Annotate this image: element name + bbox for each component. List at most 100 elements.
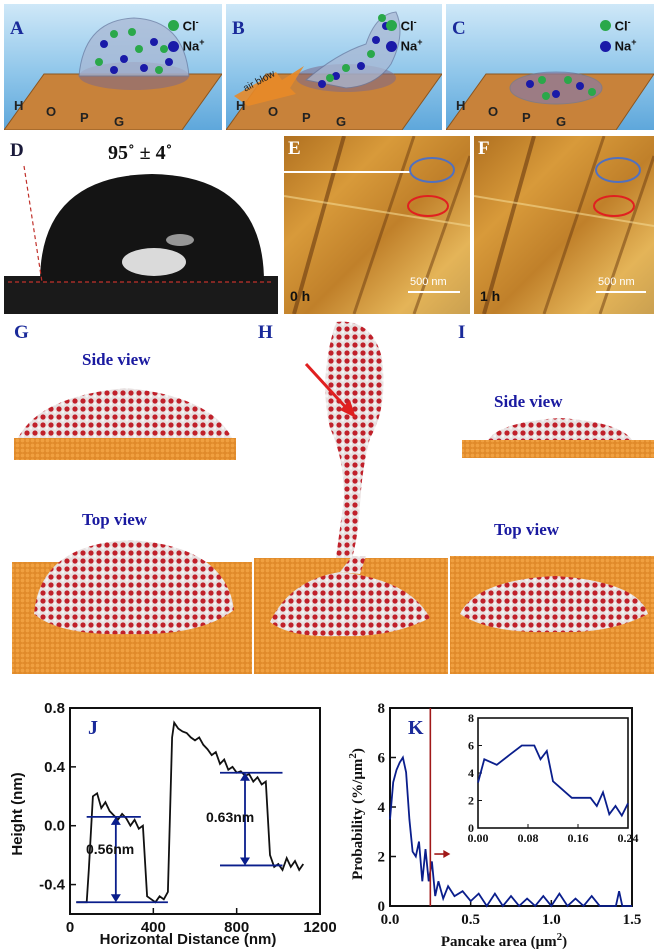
hopg-letter-h: H xyxy=(456,98,466,113)
y-tick-label: 6 xyxy=(378,751,386,767)
panel-label-d: D xyxy=(10,140,24,161)
hopg-letter-g: G xyxy=(336,114,347,129)
panel-label-a: A xyxy=(10,18,24,39)
y-tick-label: -0.4 xyxy=(39,877,66,894)
hopg-pancake-diagram xyxy=(446,71,654,130)
y-tick-label: 2 xyxy=(378,850,386,866)
x-tick-label: 0 xyxy=(66,919,74,936)
hopg-letter-o: O xyxy=(268,104,279,119)
inset-y-tick-label: 2 xyxy=(468,794,474,808)
afm-panel-e: E 0 h 500 nm xyxy=(284,136,470,314)
chart-j-marks xyxy=(76,720,305,904)
hopg-letter-h: H xyxy=(14,98,24,113)
panel-label-f: F xyxy=(478,138,490,159)
chart-j: 0 400 800 1200 -0.4 0.0 0.4 0.8 J Horizontal Di… xyxy=(9,700,336,948)
chart-k-label: K xyxy=(408,717,424,739)
ion-legend: Cl- Na+ xyxy=(386,14,423,55)
afm-scale-f: 500 nm xyxy=(598,276,635,288)
top-view-label-g: Top view xyxy=(82,510,148,529)
inset-y-tick-label: 0 xyxy=(468,821,474,835)
schematic-panel-c: C H O P G Cl- Na+ xyxy=(446,4,654,130)
y-tick-label: 4 xyxy=(378,800,386,816)
chart-k-xlabel: Pancake area (μm2) xyxy=(441,931,567,950)
inset-y-tick-label: 6 xyxy=(468,739,474,753)
inset-y-tick-label: 4 xyxy=(468,766,474,780)
y-tick-label: 0.4 xyxy=(44,759,66,776)
contact-angle-value: 95˚ ± 4˚ xyxy=(108,142,173,164)
panel-label-e: E xyxy=(288,138,301,159)
x-tick-label: 800 xyxy=(224,919,249,936)
legend-sodium: Na xyxy=(614,38,632,54)
inset-y-tick-label: 8 xyxy=(468,711,474,725)
afm-scale-e: 500 nm xyxy=(410,276,447,288)
afm-time-e: 0 h xyxy=(290,288,311,304)
panel-label-g: G xyxy=(14,322,29,343)
hopg-letter-p: P xyxy=(302,110,311,125)
y-tick-label: 0.8 xyxy=(44,700,65,717)
afm-terrace-image xyxy=(474,136,654,314)
hopg-air-blow-diagram xyxy=(226,11,442,130)
hopg-droplet-diagram xyxy=(4,17,222,130)
afm-terrace-image xyxy=(284,136,470,314)
x-tick-label: 400 xyxy=(141,919,166,936)
chart-k-ylabel: Probability (%/μm2) xyxy=(347,748,366,880)
md-simulation-images xyxy=(12,321,654,674)
legend-chloride: Cl xyxy=(614,18,628,34)
hopg-letter-h: H xyxy=(236,98,246,113)
inset-x-tick-label: 0.16 xyxy=(568,831,589,845)
chart-j-annotation-2: 0.63nm xyxy=(206,809,254,825)
step-arrow-head xyxy=(110,816,121,825)
chart-k-axes: 0.0 0.5 1.0 1.5 0 2 4 6 8 xyxy=(378,701,642,928)
hopg-letter-g: G xyxy=(114,114,125,129)
chart-j-xlabel: Horizontal Distance (nm) xyxy=(100,931,277,948)
inset-x-tick-label: 0.24 xyxy=(618,831,639,845)
plot-frame xyxy=(69,707,321,915)
inset-frame xyxy=(477,717,629,829)
hopg-letter-g: G xyxy=(556,114,567,129)
hopg-letter-p: P xyxy=(522,110,531,125)
afm-time-f: 1 h xyxy=(480,288,501,304)
x-tick-label: 0.0 xyxy=(381,912,400,928)
chart-j-label: J xyxy=(88,717,98,739)
legend-sodium: Na xyxy=(400,38,418,54)
chart-j-axes: 0 400 800 1200 -0.4 0.0 0.4 0.8 xyxy=(39,700,336,936)
x-tick-label: 1200 xyxy=(303,919,336,936)
hopg-letter-p: P xyxy=(80,110,89,125)
inset-x-tick-label: 0.00 xyxy=(468,831,489,845)
x-tick-label: 0.5 xyxy=(461,912,480,928)
threshold-arrow-head xyxy=(443,850,451,859)
side-view-label-g: Side view xyxy=(82,350,151,369)
series-line xyxy=(76,720,305,904)
y-tick-label: 0.0 xyxy=(44,818,65,835)
panel-label-b: B xyxy=(232,18,245,39)
chart-k-marks: 0.00 0.08 0.16 0.24 0 2 4 6 8 xyxy=(389,708,639,908)
legend-chloride: Cl xyxy=(182,18,196,34)
ion-legend: Cl- Na+ xyxy=(168,14,205,55)
side-view-label-i: Side view xyxy=(494,392,563,411)
y-tick-label: 8 xyxy=(378,701,386,717)
inset-series-line xyxy=(477,744,629,818)
legend-chloride: Cl xyxy=(400,18,414,34)
top-view-label-i: Top view xyxy=(494,520,560,539)
chart-j-ylabel: Height (nm) xyxy=(9,772,26,855)
step-arrow-head xyxy=(240,772,250,781)
contact-angle-panel: D 95˚ ± 4˚ xyxy=(4,136,278,314)
afm-panel-f: F 1 h 500 nm xyxy=(474,136,654,314)
chart-j-annotation-1: 0.56nm xyxy=(86,841,134,857)
inset-x-tick-label: 0.08 xyxy=(518,831,539,845)
step-arrow-head xyxy=(240,857,250,866)
legend-sodium: Na xyxy=(182,38,200,54)
x-tick-label: 1.5 xyxy=(623,912,642,928)
hopg-letter-o: O xyxy=(46,104,57,119)
droplet-image xyxy=(4,165,278,314)
y-tick-label: 0 xyxy=(378,899,386,915)
ion-legend: Cl- Na+ xyxy=(600,14,637,55)
schematic-panel-b: B air blow H O P G Cl- Na+ xyxy=(226,4,442,130)
ion-dots xyxy=(100,38,173,74)
panel-label-i: I xyxy=(458,322,466,343)
step-arrow-head xyxy=(110,894,121,903)
panel-label-c: C xyxy=(452,18,466,39)
panel-label-h: H xyxy=(258,322,273,343)
hopg-letter-o: O xyxy=(488,104,499,119)
